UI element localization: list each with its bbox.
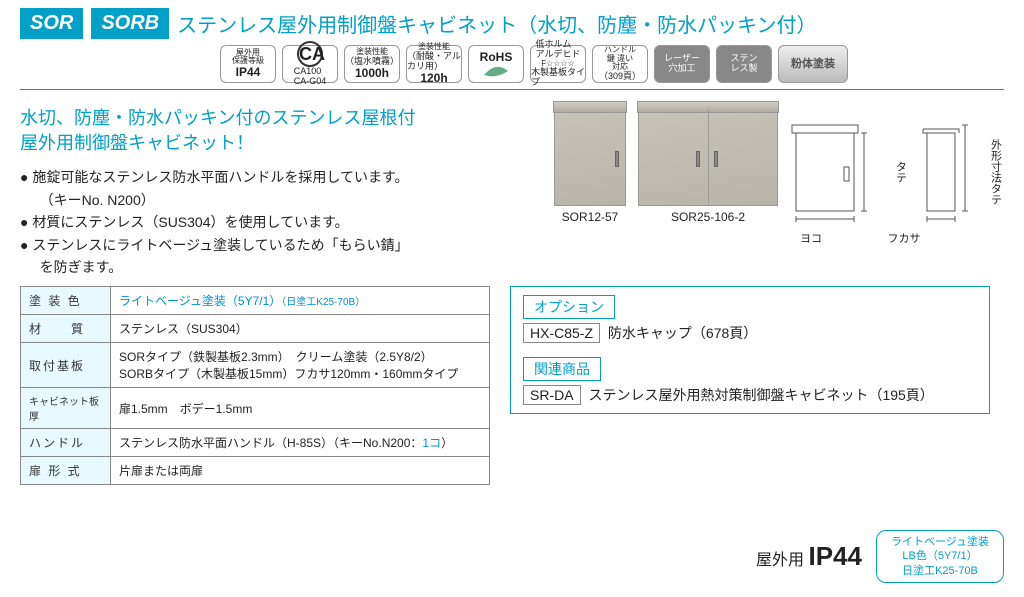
table-row: 材 質ステンレス（SUS304） [21,315,490,343]
finish-color-box: ライトベージュ塗装 LB色（5Y7/1） 日塗工K25-70B [876,530,1004,583]
option-text: 防水キャップ（678頁） [608,325,757,341]
series-code-2: SORB [91,8,169,39]
cabinet-illustration [638,106,778,206]
list-item: 施錠可能なステンレス防水平面ハンドルを採用しています。 [20,166,534,188]
series-code-1: SOR [20,8,83,39]
related-label: 関連商品 [523,357,601,381]
spec-key: 材 質 [21,315,111,343]
related-text: ステンレス屋外用熱対策制御盤キャビネット（195頁） [588,387,933,403]
spec-key: ハンドル [21,429,111,457]
badge-powder-coat: 粉体塗装 [778,45,848,83]
table-row: 扉 形 式片扉または両扉 [21,457,490,485]
spec-value: 片扉または両扉 [111,457,490,485]
badge-ip44: 屋外用 保護等級 IP44 [220,45,276,83]
badge-formaldehyde: 低ホルム アルデヒド F☆☆☆☆ 木製基板タイプ [530,45,586,83]
spec-value: 扉1.5mm ボデー1.5mm [111,388,490,429]
options-label: オプション [523,295,615,319]
list-item: を防ぎます。 [20,256,534,278]
badge-laser: レーザー 穴加工 [654,45,710,83]
cabinet-illustration [554,106,626,206]
table-row: ハンドルステンレス防水平面ハンドル（H-85S）（キーNo.N200：1コ） [21,429,490,457]
spec-table: 塗 装 色ライトベージュ塗装（5Y7/1）（日塗工K25-70B）材 質ステンレ… [20,286,490,485]
feature-list: 施錠可能なステンレス防水平面ハンドルを採用しています。 （キーNo. N200）… [20,166,534,278]
badge-rohs: RoHS [468,45,524,83]
leaf-icon [482,65,510,77]
outdoor-rating: 屋外用 IP44 [756,541,862,572]
bottom-bar: 屋外用 IP44 ライトベージュ塗装 LB色（5Y7/1） 日塗工K25-70B [756,530,1004,583]
dim-overall: 外形寸法タテ [987,119,1004,224]
spec-key: 扉 形 式 [21,457,111,485]
related-code: SR-DA [523,385,581,405]
table-row: 取付基板SORタイプ（鉄製基板2.3mm） クリーム塗装（2.5Y8/2） SO… [21,343,490,388]
spec-key: キャビネット板厚 [21,388,111,429]
spec-value: ステンレス（SUS304） [111,315,490,343]
list-item: 材質にステンレス（SUS304）を使用しています。 [20,211,534,233]
spec-value: SORタイプ（鉄製基板2.3mm） クリーム塗装（2.5Y8/2） SORBタイ… [111,343,490,388]
list-item: ステンレスにライトベージュ塗装しているため「もらい錆」 [20,234,534,256]
spec-key: 取付基板 [21,343,111,388]
spec-value: ステンレス防水平面ハンドル（H-85S）（キーNo.N200：1コ） [111,429,490,457]
option-code: HX-C85-Z [523,323,600,343]
dim-bottom-labels: ヨコ フカサ [554,230,1004,246]
badge-paint-1000h: 塗装性能 （塩水噴霧） 1000h [344,45,400,83]
badge-stainless: ステン レス製 [716,45,772,83]
page-title: ステンレス屋外用制御盤キャビネット（水切、防塵・防水パッキン付） [177,9,816,38]
right-info-box: オプション HX-C85-Z 防水キャップ（678頁） 関連商品 SR-DA ス… [510,286,990,414]
badge-handle-key: ハンドル 鍵 違い 対応 （309頁） [592,45,648,83]
product-image-single: SOR12-57 [554,106,626,224]
table-row: 塗 装 色ライトベージュ塗装（5Y7/1）（日塗工K25-70B） [21,287,490,315]
badge-row: 屋外用 保護等級 IP44 CA CA100 CA-G04 塗装性能 （塩水噴霧… [0,43,1024,89]
product-label: SOR25-106-2 [671,210,745,224]
badge-ca: CA CA100 CA-G04 [282,45,338,83]
product-image-double: SOR25-106-2 [638,106,778,224]
spec-value: ライトベージュ塗装（5Y7/1）（日塗工K25-70B） [111,287,490,315]
description-column: 水切、防塵・防水パッキン付のステンレス屋根付 屋外用制御盤キャビネット！ 施錠可… [20,106,534,278]
dimension-diagram-front [790,119,880,224]
page-header: SOR SORB ステンレス屋外用制御盤キャビネット（水切、防塵・防水パッキン付… [0,0,1024,43]
headline: 水切、防塵・防水パッキン付のステンレス屋根付 屋外用制御盤キャビネット！ [20,106,534,156]
product-images-column: SOR12-57 SOR25-106-2 [554,106,1004,278]
badge-paint-120h: 塗装性能 （耐酸・アルカリ用） 120h [406,45,462,83]
product-label: SOR12-57 [562,210,619,224]
list-item: （キーNo. N200） [20,189,534,211]
dimension-diagram-side [921,119,975,224]
spec-key: 塗 装 色 [21,287,111,315]
dim-tate: タテ [892,119,909,224]
table-row: キャビネット板厚扉1.5mm ボデー1.5mm [21,388,490,429]
